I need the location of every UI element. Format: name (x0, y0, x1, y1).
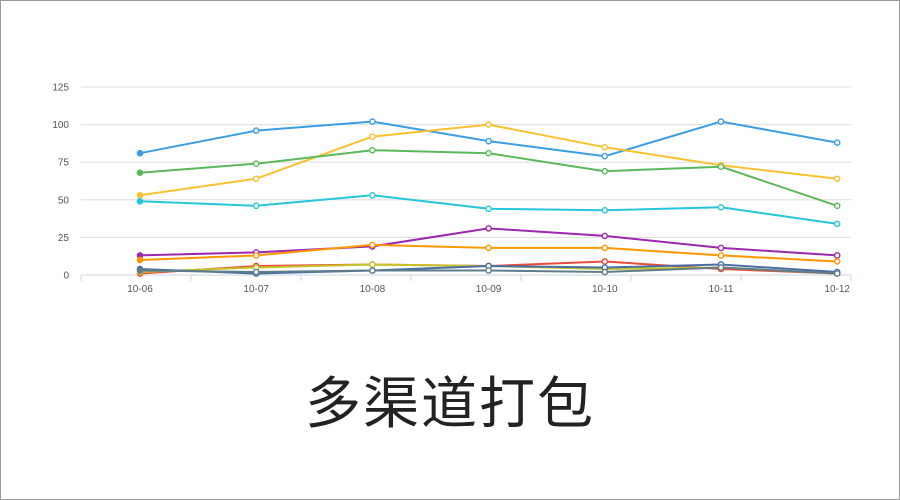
data-point-1-6 (833, 175, 841, 183)
data-point-0-5 (717, 118, 725, 125)
chart-gridlines (81, 86, 851, 276)
data-point-3-6 (833, 220, 841, 228)
data-point-5-6 (833, 258, 841, 265)
y-tick-label-25: 25 (58, 233, 70, 244)
series-line-2 (139, 149, 839, 207)
series-line-4 (139, 227, 839, 257)
chart-series (136, 118, 841, 277)
data-point-2-1 (252, 160, 260, 168)
data-point-9-3 (485, 267, 492, 274)
data-point-0-4 (601, 152, 609, 160)
series-line-1 (139, 123, 839, 197)
x-tick-label-10-10: 10-10 (592, 284, 618, 295)
data-point-0-1 (252, 127, 260, 134)
data-point-0-6 (833, 139, 841, 146)
data-point-2-3 (485, 149, 492, 157)
data-point-5-3 (485, 244, 492, 252)
series-5 (136, 241, 841, 265)
data-point-9-2 (369, 267, 376, 274)
data-point-7-2 (369, 261, 376, 268)
series-0 (136, 118, 841, 160)
series-3 (136, 191, 841, 228)
series-2 (136, 146, 841, 210)
line-chart: 0 25 50 75 100 125 10-06 10-07 10-08 10-09 10-10 10… (52, 83, 852, 295)
data-point-4-4 (601, 232, 609, 240)
caption-title: 多渠道打包 (305, 372, 595, 437)
data-point-9-5 (717, 264, 725, 271)
y-tick-label-125: 125 (52, 83, 69, 94)
data-point-3-3 (485, 205, 492, 213)
x-tick-label-10-06: 10-06 (127, 284, 153, 295)
data-point-3-0 (136, 198, 144, 205)
data-point-3-2 (369, 191, 376, 199)
data-point-9-0 (136, 267, 144, 274)
data-point-3-5 (717, 204, 725, 211)
y-tick-label-0: 0 (63, 271, 69, 282)
data-point-5-5 (717, 252, 725, 259)
chart-axes: 0 25 50 75 100 125 10-06 10-07 10-08 10-09 10-10 10… (52, 83, 852, 295)
x-tick-label-10-12: 10-12 (824, 284, 850, 295)
data-point-2-6 (833, 202, 841, 210)
x-tick-label-10-08: 10-08 (360, 284, 386, 295)
data-point-5-1 (252, 252, 260, 259)
data-point-9-4 (601, 268, 609, 276)
data-point-2-2 (369, 146, 376, 154)
data-point-4-6 (833, 252, 841, 259)
data-point-2-5 (717, 163, 725, 171)
data-point-0-2 (369, 118, 376, 125)
x-tick-label-10-11: 10-11 (709, 284, 734, 295)
y-tick-label-75: 75 (58, 158, 70, 169)
data-point-5-2 (369, 241, 376, 249)
y-tick-label-50: 50 (58, 195, 70, 206)
data-point-4-5 (717, 244, 725, 252)
x-tick-label-10-07: 10-07 (243, 284, 269, 295)
data-point-1-0 (136, 191, 144, 199)
data-point-2-0 (136, 169, 144, 177)
y-tick-label-100: 100 (52, 120, 69, 131)
data-point-4-3 (485, 225, 492, 232)
data-point-0-0 (136, 149, 144, 157)
data-point-5-0 (136, 256, 144, 264)
data-point-2-4 (601, 167, 609, 175)
data-point-1-3 (485, 121, 492, 128)
data-point-3-4 (601, 207, 609, 214)
data-point-9-1 (252, 268, 260, 276)
data-point-5-4 (601, 244, 609, 252)
data-point-3-1 (252, 202, 260, 210)
data-point-0-3 (485, 137, 492, 145)
data-point-1-2 (369, 133, 376, 140)
data-point-6-4 (601, 258, 609, 265)
series-4 (136, 225, 841, 259)
data-point-9-6 (833, 270, 841, 277)
data-point-1-4 (601, 143, 609, 151)
data-point-1-1 (252, 175, 260, 183)
series-9 (136, 264, 841, 277)
x-tick-label-10-09: 10-09 (476, 284, 502, 295)
